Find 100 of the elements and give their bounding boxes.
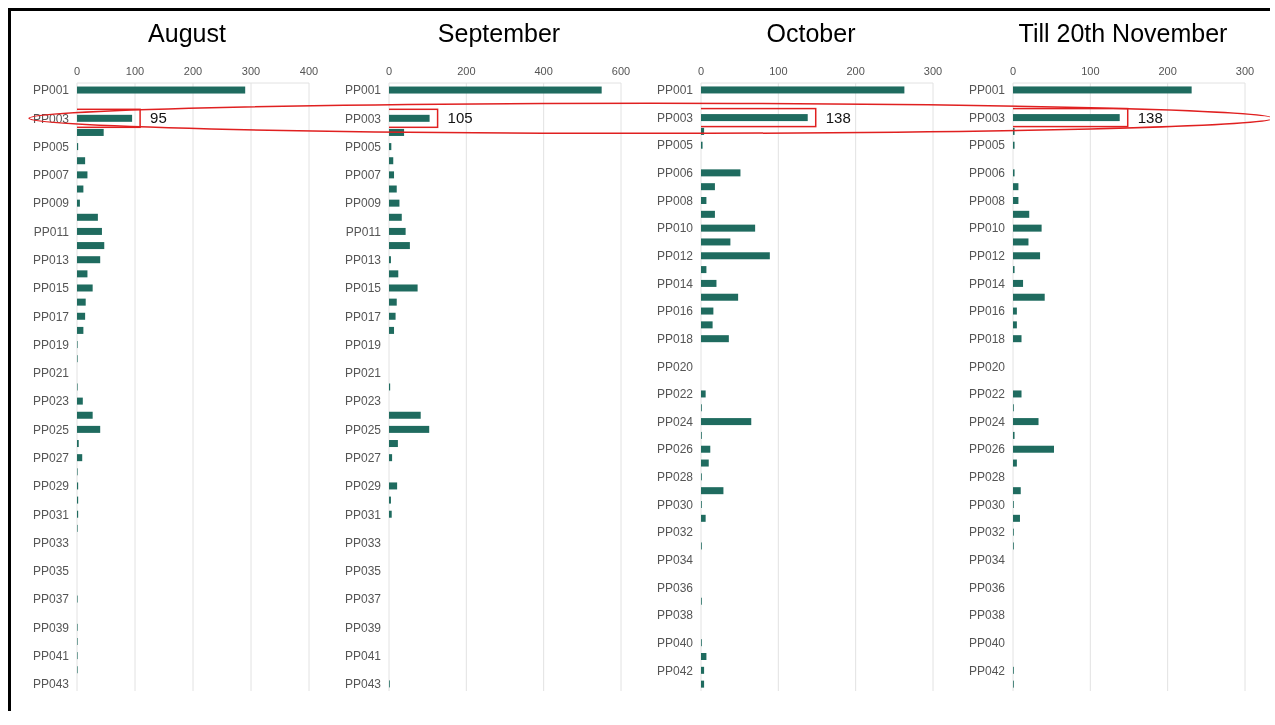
y-tick-label: PP032 — [656, 525, 694, 540]
y-tick-label: PP011 — [345, 224, 382, 239]
y-tick-label: PP032 — [968, 525, 1006, 540]
y-tick-label: PP010 — [968, 221, 1006, 236]
y-tick-label: PP021 — [344, 366, 382, 381]
bar — [77, 270, 88, 278]
data-label: 138 — [1137, 108, 1163, 126]
bar — [77, 213, 98, 221]
y-tick-label: PP017 — [32, 309, 70, 324]
y-tick-label: PP022 — [656, 387, 694, 402]
bar — [701, 445, 711, 453]
bar — [701, 680, 705, 688]
y-tick-label: PP028 — [656, 470, 694, 485]
y-tick-label: PP017 — [344, 309, 382, 324]
bar — [77, 157, 86, 165]
y-tick-label: PP035 — [32, 564, 70, 579]
bar — [701, 252, 770, 260]
chart-title: August — [147, 18, 227, 49]
bar — [701, 307, 714, 315]
x-tick-label: 300 — [241, 65, 261, 77]
x-tick-label: 300 — [1235, 65, 1255, 77]
bar — [77, 312, 86, 320]
y-tick-label: PP001 — [656, 83, 694, 98]
x-tick-label: 100 — [125, 65, 145, 77]
bar — [701, 183, 715, 191]
bar — [701, 238, 731, 246]
y-tick-label: PP011 — [33, 224, 70, 239]
y-tick-label: PP019 — [344, 337, 382, 352]
bar — [77, 171, 88, 179]
bar — [77, 298, 86, 306]
bar — [1013, 86, 1192, 94]
bar — [1013, 390, 1022, 398]
y-tick-label: PP003 — [968, 110, 1006, 125]
y-tick-label: PP020 — [656, 359, 694, 374]
x-tick-label: 200 — [457, 65, 476, 77]
bar — [701, 114, 808, 122]
bar — [389, 213, 402, 221]
bar — [77, 284, 93, 292]
bar — [701, 653, 707, 660]
y-tick-label: PP037 — [344, 592, 382, 607]
y-tick-label: PP007 — [344, 168, 382, 183]
bar — [389, 114, 430, 122]
data-label: 95 — [150, 109, 167, 127]
bar — [701, 321, 713, 329]
y-tick-label: PP014 — [656, 276, 694, 291]
y-tick-label: PP023 — [32, 394, 70, 409]
y-tick-label: PP001 — [32, 83, 70, 98]
bar — [389, 157, 394, 165]
y-tick-label: PP036 — [656, 580, 694, 595]
bar — [389, 227, 406, 235]
y-tick-label: PP041 — [32, 648, 70, 663]
x-tick-label: 400 — [534, 65, 553, 77]
y-tick-label: PP025 — [32, 422, 70, 437]
bar — [389, 510, 392, 518]
y-tick-label: PP036 — [968, 580, 1006, 595]
y-tick-label: PP026 — [656, 442, 694, 457]
y-tick-label: PP031 — [344, 507, 382, 522]
bar — [77, 185, 84, 193]
y-tick-label: PP012 — [656, 248, 694, 263]
bar — [701, 86, 905, 94]
bar — [389, 199, 400, 207]
y-tick-label: PP006 — [968, 166, 1006, 181]
x-tick-label: 200 — [846, 65, 865, 77]
y-tick-label: PP003 — [32, 111, 70, 126]
y-tick-label: PP037 — [32, 592, 70, 607]
y-tick-label: PP039 — [344, 620, 382, 635]
bar — [701, 666, 705, 674]
bar — [1013, 307, 1017, 315]
y-tick-label: PP013 — [32, 253, 70, 267]
y-tick-label: PP020 — [968, 359, 1006, 374]
bar — [77, 114, 133, 122]
bar — [389, 284, 418, 292]
y-tick-label: PP014 — [968, 276, 1006, 291]
y-tick-label: PP007 — [32, 168, 70, 183]
bar — [77, 425, 101, 433]
y-tick-label: PP005 — [968, 138, 1006, 153]
y-tick-label: PP029 — [32, 479, 70, 494]
y-tick-label: PP024 — [656, 414, 694, 429]
bar — [389, 425, 430, 433]
bar — [77, 227, 102, 235]
y-tick-label: PP030 — [656, 497, 694, 512]
bar — [1013, 418, 1039, 426]
bar — [389, 242, 410, 250]
x-tick-label: 100 — [1081, 65, 1100, 77]
bar — [389, 454, 393, 462]
y-tick-label: PP038 — [968, 608, 1006, 623]
bar — [77, 199, 80, 207]
bar — [389, 298, 397, 306]
y-tick-label: PP003 — [344, 111, 382, 126]
y-tick-label: PP018 — [656, 331, 694, 346]
bar — [701, 266, 707, 274]
y-tick-label: PP027 — [32, 450, 70, 465]
y-tick-label: PP003 — [656, 110, 694, 125]
bar — [1013, 321, 1017, 329]
bar — [389, 171, 395, 179]
data-label: 105 — [447, 109, 473, 127]
bar — [77, 128, 104, 136]
y-tick-label: PP041 — [344, 648, 382, 663]
bar — [1013, 224, 1042, 232]
y-tick-label: PP033 — [344, 535, 382, 550]
